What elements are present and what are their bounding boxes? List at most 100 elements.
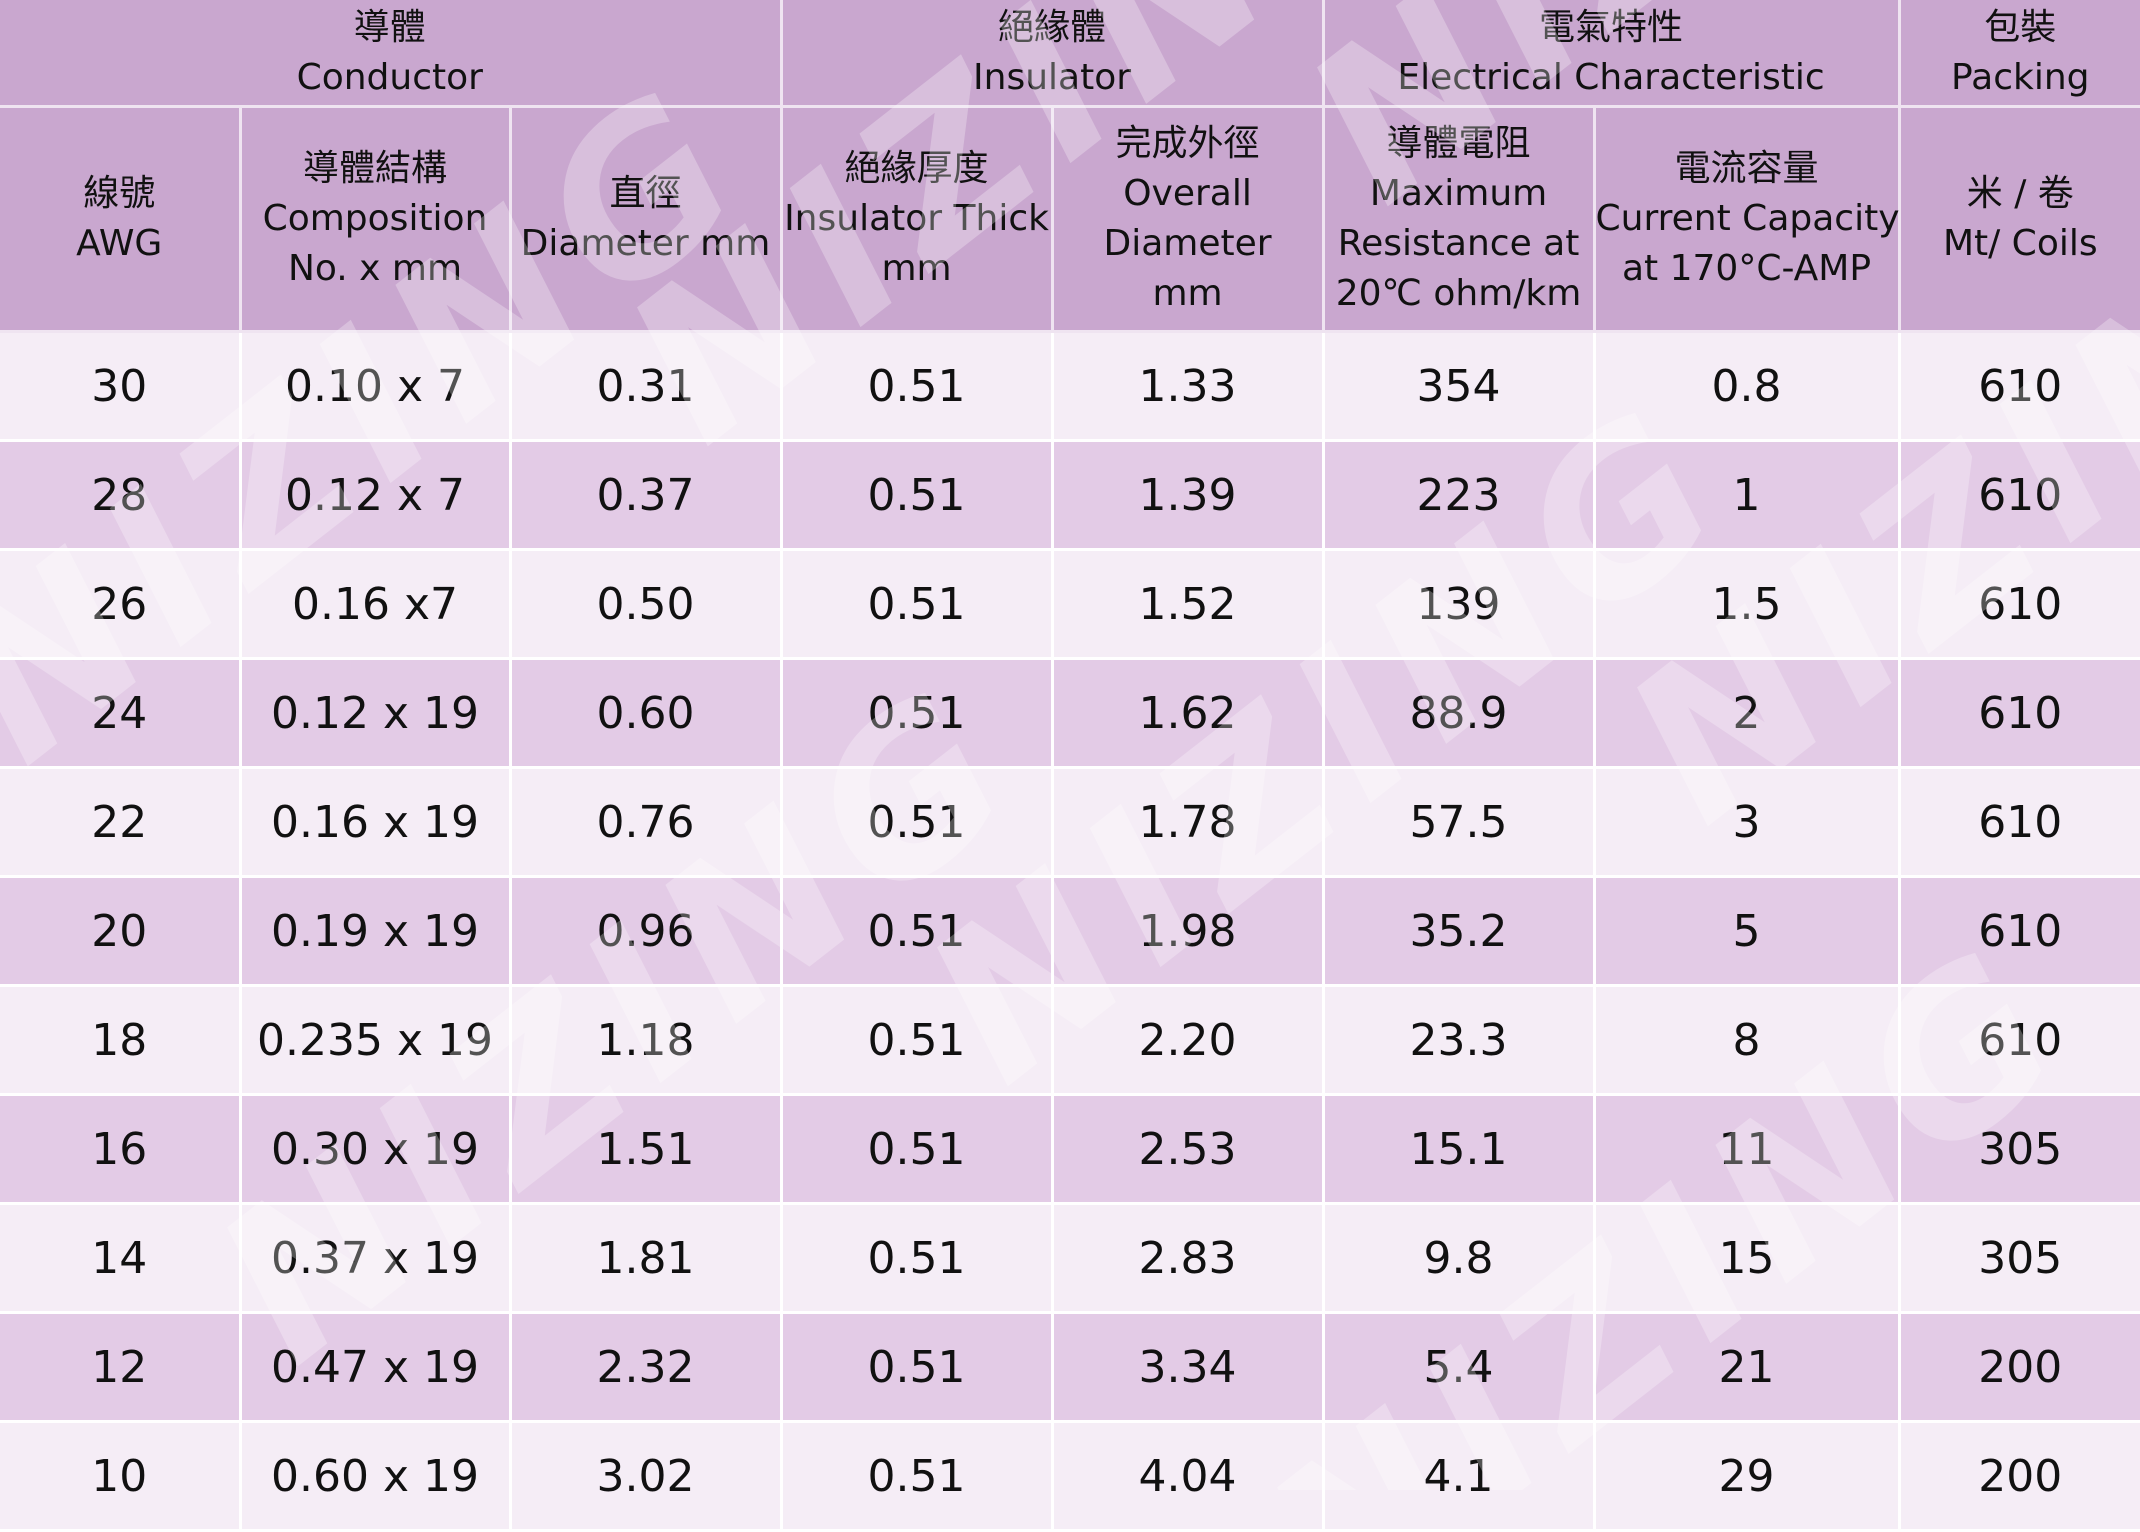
cell-awg: 14 xyxy=(0,1203,242,1314)
cell-overall-diameter: 1.33 xyxy=(1052,331,1325,442)
cell-resistance: 4.1 xyxy=(1323,1421,1596,1532)
table-header: 導體 Conductor 絕緣體 Insulator 電氣特性 Electric… xyxy=(0,0,2140,333)
cell-packing: 610 xyxy=(1899,767,2140,878)
cell-composition: 0.60 x 19 xyxy=(240,1421,512,1532)
column-header-line: 直徑 xyxy=(609,173,682,214)
cell-awg: 22 xyxy=(0,767,242,878)
column-header-line: No. x mm xyxy=(287,248,463,289)
cell-diameter: 0.50 xyxy=(510,549,783,660)
group-header-conductor: 導體 Conductor xyxy=(0,0,783,108)
cell-current-capacity: 11 xyxy=(1594,1094,1901,1205)
cell-resistance: 9.8 xyxy=(1323,1203,1596,1314)
cell-overall-diameter: 4.04 xyxy=(1052,1421,1325,1532)
cell-overall-diameter: 2.83 xyxy=(1052,1203,1325,1314)
cell-diameter: 1.81 xyxy=(510,1203,783,1314)
cell-overall-diameter: 1.78 xyxy=(1052,767,1325,878)
column-header-line: Mt/ Coils xyxy=(1942,223,2098,264)
table-row: 30 0.10 x 7 0.31 0.51 1.33 354 0.8 610 xyxy=(0,331,2140,442)
cell-diameter: 0.60 xyxy=(510,658,783,769)
column-header-line: 絕緣厚度 xyxy=(844,148,989,189)
cell-insulator-thick: 0.51 xyxy=(781,658,1054,769)
column-header-line: Insulator Thick xyxy=(784,198,1049,239)
cell-insulator-thick: 0.51 xyxy=(781,985,1054,1096)
table-row: 24 0.12 x 19 0.60 0.51 1.62 88.9 2 610 xyxy=(0,658,2140,769)
cell-composition: 0.12 x 19 xyxy=(240,658,512,769)
cell-resistance: 57.5 xyxy=(1323,767,1596,878)
cell-composition: 0.12 x 7 xyxy=(240,440,512,551)
column-header-line: 完成外徑 xyxy=(1115,123,1260,164)
cell-diameter: 0.96 xyxy=(510,876,783,987)
column-header-line: Diameter mm xyxy=(520,223,771,264)
table-row: 16 0.30 x 19 1.51 0.51 2.53 15.1 11 305 xyxy=(0,1094,2140,1205)
cell-overall-diameter: 2.53 xyxy=(1052,1094,1325,1205)
column-header-line: 米 / 卷 xyxy=(1966,173,2074,214)
table-body: 30 0.10 x 7 0.31 0.51 1.33 354 0.8 610 28 0.12 x … xyxy=(0,331,2140,1532)
cell-packing: 305 xyxy=(1899,1203,2140,1314)
cell-composition: 0.30 x 19 xyxy=(240,1094,512,1205)
cell-insulator-thick: 0.51 xyxy=(781,1421,1054,1532)
cell-resistance: 223 xyxy=(1323,440,1596,551)
cell-current-capacity: 1.5 xyxy=(1594,549,1901,660)
column-header-line: Resistance at xyxy=(1337,223,1580,264)
cell-awg: 26 xyxy=(0,549,242,660)
cell-current-capacity: 29 xyxy=(1594,1421,1901,1532)
cell-diameter: 0.76 xyxy=(510,767,783,878)
column-header-line: Diameter xyxy=(1103,223,1272,264)
cell-resistance: 23.3 xyxy=(1323,985,1596,1096)
cell-current-capacity: 15 xyxy=(1594,1203,1901,1314)
column-header-row: 線號 AWG 導體結構 Composition No. x mm 直徑 Diam… xyxy=(0,106,2140,333)
cell-composition: 0.19 x 19 xyxy=(240,876,512,987)
cell-composition: 0.10 x 7 xyxy=(240,331,512,442)
cell-packing: 610 xyxy=(1899,331,2140,442)
cell-insulator-thick: 0.51 xyxy=(781,1094,1054,1205)
cell-overall-diameter: 1.62 xyxy=(1052,658,1325,769)
cell-overall-diameter: 1.39 xyxy=(1052,440,1325,551)
cell-resistance: 15.1 xyxy=(1323,1094,1596,1205)
table-row: 18 0.235 x 19 1.18 0.51 2.20 23.3 8 610 xyxy=(0,985,2140,1096)
table-row: 28 0.12 x 7 0.37 0.51 1.39 223 1 610 xyxy=(0,440,2140,551)
cell-insulator-thick: 0.51 xyxy=(781,331,1054,442)
cell-overall-diameter: 3.34 xyxy=(1052,1312,1325,1423)
table-row: 20 0.19 x 19 0.96 0.51 1.98 35.2 5 610 xyxy=(0,876,2140,987)
column-header-line: Maximum xyxy=(1369,173,1548,214)
column-header-line: 線號 xyxy=(83,173,156,214)
group-header-row: 導體 Conductor 絕緣體 Insulator 電氣特性 Electric… xyxy=(0,0,2140,108)
column-header-line: Composition xyxy=(262,198,488,239)
column-header-line: Current Capacity xyxy=(1595,198,1900,239)
cell-awg: 12 xyxy=(0,1312,242,1423)
column-header-awg: 線號 AWG xyxy=(0,106,242,333)
group-header-zh: 導體 xyxy=(353,6,426,48)
cell-current-capacity: 1 xyxy=(1594,440,1901,551)
cell-awg: 30 xyxy=(0,331,242,442)
column-header-line: 導體電阻 xyxy=(1386,123,1531,164)
cell-overall-diameter: 1.52 xyxy=(1052,549,1325,660)
column-header-composition: 導體結構 Composition No. x mm xyxy=(240,106,512,333)
cell-resistance: 354 xyxy=(1323,331,1596,442)
cell-composition: 0.16 x7 xyxy=(240,549,512,660)
cell-composition: 0.47 x 19 xyxy=(240,1312,512,1423)
cell-packing: 610 xyxy=(1899,658,2140,769)
table-row: 12 0.47 x 19 2.32 0.51 3.34 5.4 21 200 xyxy=(0,1312,2140,1423)
column-header-line: AWG xyxy=(76,223,163,264)
cell-current-capacity: 5 xyxy=(1594,876,1901,987)
column-header-overall-diameter: 完成外徑 Overall Diameter mm xyxy=(1052,106,1325,333)
cell-resistance: 35.2 xyxy=(1323,876,1596,987)
cell-composition: 0.37 x 19 xyxy=(240,1203,512,1314)
group-header-electrical: 電氣特性 Electrical Characteristic xyxy=(1323,0,1901,108)
cell-current-capacity: 3 xyxy=(1594,767,1901,878)
group-header-en: Packing xyxy=(1951,56,2090,98)
column-header-resistance: 導體電阻 Maximum Resistance at 20℃ ohm/km xyxy=(1323,106,1596,333)
cell-diameter: 1.18 xyxy=(510,985,783,1096)
cell-awg: 28 xyxy=(0,440,242,551)
cell-resistance: 88.9 xyxy=(1323,658,1596,769)
cell-packing: 200 xyxy=(1899,1312,2140,1423)
group-header-zh: 包裝 xyxy=(1984,6,2057,48)
group-header-zh: 絕緣體 xyxy=(998,6,1107,48)
cell-insulator-thick: 0.51 xyxy=(781,549,1054,660)
cell-resistance: 5.4 xyxy=(1323,1312,1596,1423)
cell-packing: 610 xyxy=(1899,440,2140,551)
cell-packing: 610 xyxy=(1899,876,2140,987)
table-row: 10 0.60 x 19 3.02 0.51 4.04 4.1 29 200 xyxy=(0,1421,2140,1532)
cell-composition: 0.16 x 19 xyxy=(240,767,512,878)
